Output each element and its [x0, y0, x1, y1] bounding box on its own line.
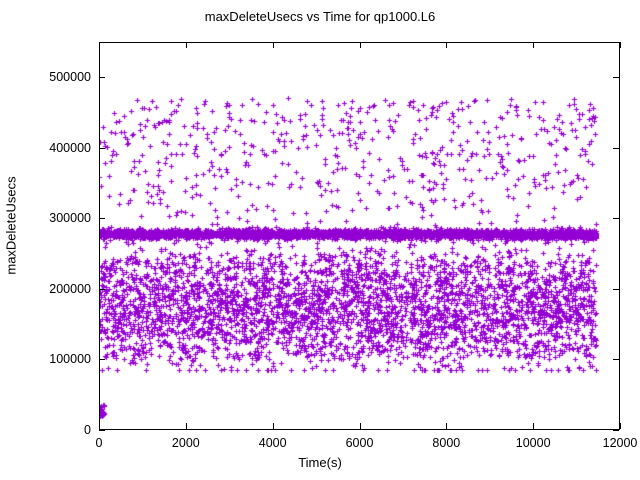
x-tick-mark	[186, 423, 187, 429]
chart-title: maxDeleteUsecs vs Time for qp1000.L6	[204, 9, 436, 24]
x-tick-label: 0	[95, 436, 103, 450]
x-axis-label: Time(s)	[298, 455, 342, 470]
x-tick-mark	[620, 423, 621, 429]
y-tick-label: 0	[84, 423, 91, 437]
x-tick-mark	[360, 423, 361, 429]
y-tick-label: 300000	[49, 211, 91, 226]
x-tick-label: 10000	[515, 436, 551, 450]
y-tick-label: 500000	[49, 70, 91, 85]
x-tick-mark-top	[99, 42, 100, 48]
x-tick-mark	[99, 423, 100, 429]
y-axis-label: maxDeleteUsecs	[3, 176, 19, 275]
plot-area	[99, 42, 620, 430]
y-tick-mark	[99, 359, 105, 360]
x-tick-label: 8000	[432, 436, 461, 450]
y-tick-label: 200000	[49, 281, 91, 296]
x-tick-mark	[273, 423, 274, 429]
x-tick-mark-top	[273, 42, 274, 48]
x-tick-mark-top	[533, 42, 534, 48]
y-tick-label: 100000	[49, 352, 91, 367]
x-tick-label: 2000	[171, 436, 200, 450]
y-tick-mark-right	[613, 77, 619, 78]
y-tick-mark-right	[613, 430, 619, 431]
y-tick-mark-right	[613, 148, 619, 149]
scatter-points-layer	[100, 43, 619, 429]
y-tick-mark	[99, 289, 105, 290]
x-tick-mark	[446, 423, 447, 429]
y-tick-mark-right	[613, 218, 619, 219]
x-tick-label: 6000	[345, 436, 374, 450]
x-tick-mark	[533, 423, 534, 429]
y-tick-label: 400000	[49, 140, 91, 155]
x-tick-mark-top	[620, 42, 621, 48]
y-tick-mark	[99, 430, 105, 431]
x-tick-label: 12000	[602, 436, 638, 450]
x-tick-mark-top	[186, 42, 187, 48]
y-tick-mark	[99, 218, 105, 219]
x-tick-mark-top	[360, 42, 361, 48]
y-tick-mark-right	[613, 289, 619, 290]
y-tick-mark	[99, 77, 105, 78]
y-tick-mark-right	[613, 359, 619, 360]
x-tick-mark-top	[446, 42, 447, 48]
y-tick-mark	[99, 148, 105, 149]
x-tick-label: 4000	[258, 436, 287, 450]
